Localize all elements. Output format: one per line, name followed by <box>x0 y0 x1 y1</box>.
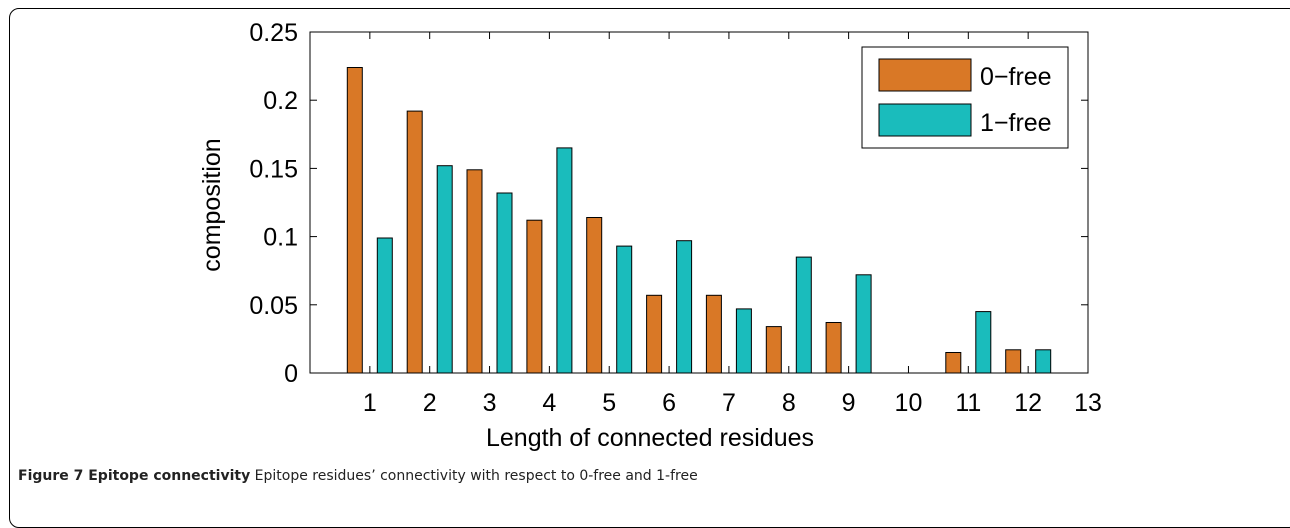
x-axis-title: Length of connected residues <box>486 424 814 452</box>
bar-1-free-1 <box>376 237 393 374</box>
x-tick-label-10: 10 <box>895 389 923 417</box>
bar-0-free-5 <box>586 217 603 374</box>
x-tick-label-4: 4 <box>542 389 556 417</box>
legend-swatch-0-free <box>878 58 972 92</box>
y-tick-label-0: 0 <box>284 360 298 388</box>
bar-0-free-8 <box>765 326 782 374</box>
x-tick-label-7: 7 <box>722 389 736 417</box>
bar-0-free-12 <box>1005 349 1022 374</box>
bar-1-free-5 <box>616 245 633 374</box>
x-tick-label-9: 9 <box>842 389 856 417</box>
bar-chart: 00.050.10.150.20.25 1 2 3 4 5 6 7 8 9 10 11 12 13 Le… <box>198 19 1102 452</box>
bar-0-free-1 <box>346 67 363 374</box>
bar-0-free-2 <box>406 110 423 374</box>
y-tick-label-3: 0.15 <box>249 155 298 183</box>
bar-0-free-7 <box>705 294 722 374</box>
bar-1-free-4 <box>556 147 573 374</box>
y-axis-title: composition <box>198 138 226 271</box>
legend-label-0-free: 0−free <box>980 63 1052 91</box>
bar-0-free-4 <box>526 219 543 374</box>
bar-1-free-2 <box>436 165 453 374</box>
x-tick-label-12: 12 <box>1014 389 1042 417</box>
y-tick-label-4: 0.2 <box>263 87 298 115</box>
bar-1-free-11 <box>975 311 992 374</box>
bar-1-free-12 <box>1035 349 1052 374</box>
legend-swatch-1-free <box>878 103 972 137</box>
caption-text: Epitope residues’ connectivity with resp… <box>254 468 698 484</box>
x-tick-label-5: 5 <box>602 389 616 417</box>
legend: 0−free 1−free <box>861 46 1069 149</box>
x-tick-label-1: 1 <box>363 389 377 417</box>
bars-group <box>346 67 1052 374</box>
bar-1-free-3 <box>496 192 513 374</box>
y-axis: 0 0.05 0.1 0.15 0.2 0.25 <box>249 19 1088 388</box>
y-tick-label-1: 0.05 <box>249 292 298 320</box>
bar-0-free-9 <box>825 322 842 374</box>
bar-1-free-9 <box>855 274 872 374</box>
x-tick-label-8: 8 <box>782 389 796 417</box>
bar-1-free-7 <box>735 308 752 374</box>
x-tick-label-3: 3 <box>483 389 497 417</box>
x-tick-label-11: 11 <box>955 389 981 417</box>
x-axis: 1 2 3 4 5 6 7 8 9 10 11 12 13 <box>363 32 1102 417</box>
figure-caption: Figure 7 Epitope connectivity Epitope re… <box>18 468 698 484</box>
bar-1-free-6 <box>676 240 693 374</box>
x-tick-label-13: 13 <box>1074 389 1102 417</box>
bar-1-free-8 <box>795 256 812 374</box>
legend-label-1-free: 1−free <box>980 109 1052 137</box>
bar-0-free-3 <box>466 169 483 374</box>
x-tick-label-2: 2 <box>423 389 437 417</box>
x-tick-label-6: 6 <box>662 389 676 417</box>
bar-0-free-6 <box>646 294 663 374</box>
y-tick-label-5: 0.25 <box>249 19 298 47</box>
caption-label: Figure 7 Epitope connectivity <box>18 468 251 484</box>
y-tick-label-2: 0.1 <box>263 224 298 252</box>
bar-0-free-11 <box>945 352 962 374</box>
